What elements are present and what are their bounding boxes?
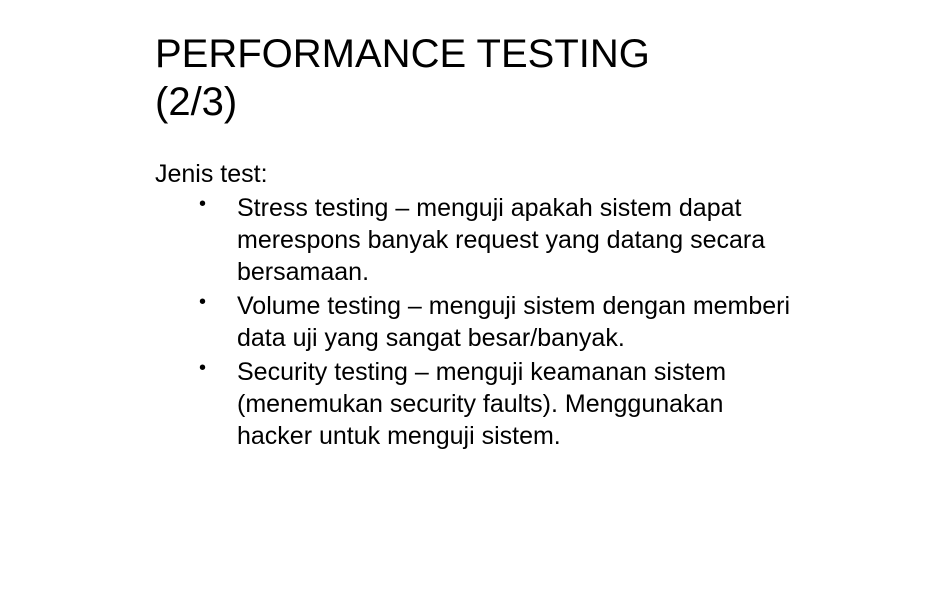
bullet-list: Stress testing – menguji apakah sistem d… (155, 192, 795, 452)
list-item: Volume testing – menguji sistem dengan m… (195, 290, 795, 354)
list-item: Stress testing – menguji apakah sistem d… (195, 192, 795, 288)
slide-title: PERFORMANCE TESTING (2/3) (0, 30, 935, 126)
intro-text: Jenis test: (155, 158, 795, 190)
title-line-2: (2/3) (155, 80, 237, 124)
slide-content: Jenis test: Stress testing – menguji apa… (0, 158, 935, 452)
list-item: Security testing – menguji keamanan sist… (195, 356, 795, 452)
title-line-1: PERFORMANCE TESTING (155, 32, 650, 76)
